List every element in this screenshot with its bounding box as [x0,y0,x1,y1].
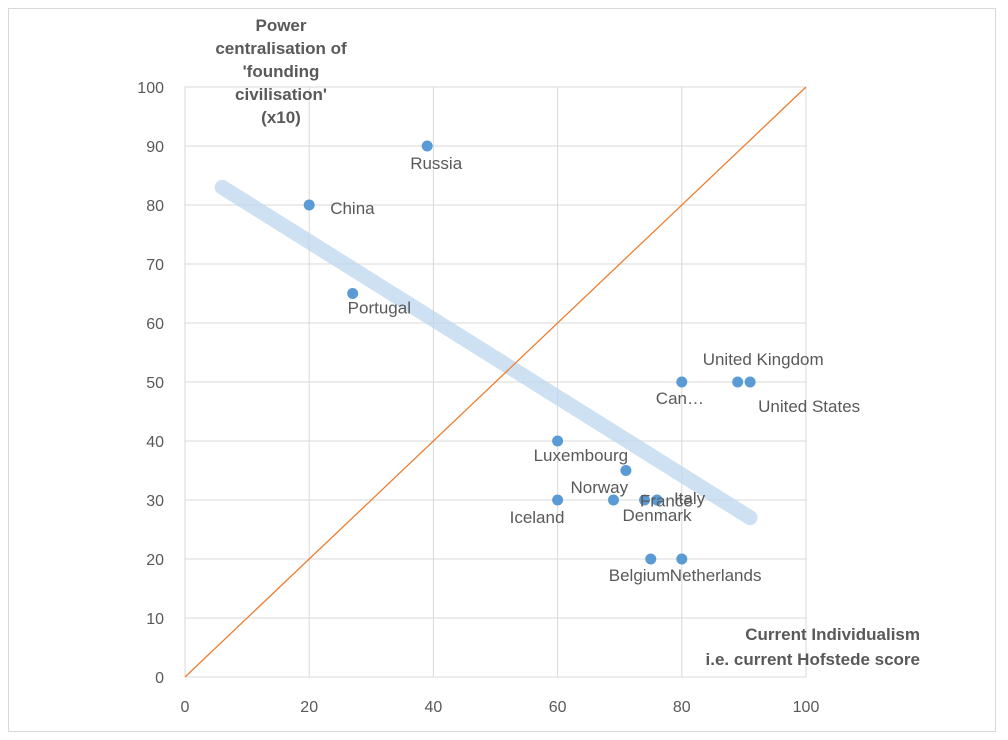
y-axis-title-line: (x10) [261,108,301,127]
data-point [645,553,657,565]
y-axis-title-line: Power [255,16,306,35]
y-tick-label: 90 [146,139,164,156]
y-tick-label: 0 [155,670,164,687]
chart-frame: 0 10 20 30 40 50 60 70 80 90 100 0 20 40 60 80 100 Russi… [8,8,996,732]
point-label: Denmark [623,506,692,525]
point-label: Iceland [510,508,565,527]
x-axis-title-line: i.e. current Hofstede score [706,650,920,669]
y-tick-label: 50 [146,375,164,392]
point-label: Italy [674,489,706,508]
y-tick-label: 40 [146,434,164,451]
y-axis-title-line: 'founding [243,62,320,81]
y-tick-label: 80 [146,198,164,215]
point-label: China [330,199,375,218]
point-labels: Russia China Portugal Can… United Kingdom Uni… [330,154,860,585]
point-label: Belgium [609,566,670,585]
data-point [347,288,359,299]
point-label: Russia [410,154,463,173]
point-label: United States [758,397,860,416]
data-point [676,553,688,565]
data-point [421,140,433,152]
point-label: United Kingdom [703,350,824,369]
x-tick-label: 0 [181,699,190,716]
data-point [744,376,756,388]
point-label: Luxembourg [534,446,629,465]
data-point [620,465,632,476]
reference-layer [184,86,807,678]
y-tick-label: 20 [146,552,164,569]
x-tick-label: 40 [425,699,443,716]
y-tick-label: 100 [137,80,164,97]
data-point [303,199,315,211]
trend-layer [214,179,758,526]
point-label: Netherlands [670,566,762,585]
y-axis-title-line: civilisation' [235,85,327,104]
y-tick-label: 10 [146,611,164,628]
x-tick-label: 80 [673,699,691,716]
x-axis-title-line: Current Individualism [745,625,920,644]
data-point [552,435,564,447]
x-axis-title: Current Individualism i.e. current Hofste… [706,625,920,669]
x-tick-label: 60 [549,699,567,716]
trend-band [214,179,758,526]
point-label: Portugal [348,299,411,318]
point-label: Norway [570,478,628,497]
tick-labels: 0 10 20 30 40 50 60 70 80 90 100 0 20 40 60 80 100 [137,80,819,716]
data-point [732,376,744,388]
y-axis-title: Power centralisation of 'founding civilisat… [215,16,347,127]
y-tick-label: 60 [146,316,164,333]
scatter-chart: 0 10 20 30 40 50 60 70 80 90 100 0 20 40 60 80 100 Russi… [137,16,920,716]
y-axis-title-line: centralisation of [215,39,347,58]
point-label: France [640,492,693,511]
point-label: Can… [656,389,704,408]
data-point [639,494,651,506]
y-tick-label: 30 [146,493,164,510]
x-tick-label: 100 [793,699,820,716]
y-tick-label: 70 [146,257,164,274]
data-points [303,140,756,565]
data-point [676,376,688,388]
diagonal-reference-line [184,86,807,678]
x-tick-label: 20 [300,699,318,716]
data-point [607,494,619,506]
data-point [651,494,663,506]
data-point [552,494,564,506]
